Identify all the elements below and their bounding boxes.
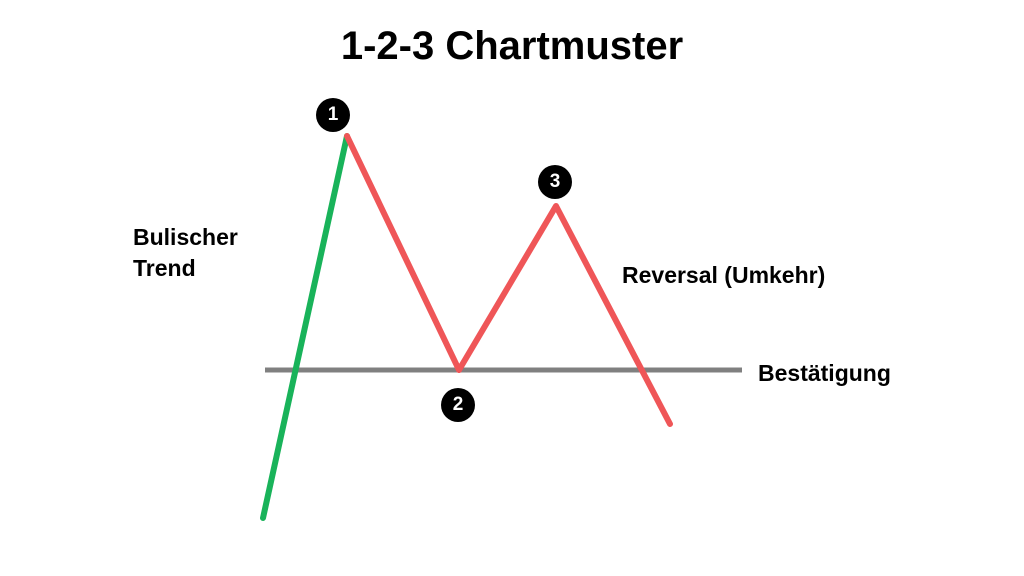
label-confirmation: Bestätigung [758,358,891,389]
pattern-chart [0,0,1024,576]
label-bullish-trend: Bulischer Trend [133,222,238,284]
point-badge-3: 3 [538,165,572,199]
point-badge-3-label: 3 [550,171,561,193]
label-reversal: Reversal (Umkehr) [622,260,825,291]
point-badge-1-label: 1 [328,104,339,126]
point-badge-1: 1 [316,98,350,132]
uptrend-line [263,136,347,518]
point-badge-2-label: 2 [453,394,464,416]
point-badge-2: 2 [441,388,475,422]
